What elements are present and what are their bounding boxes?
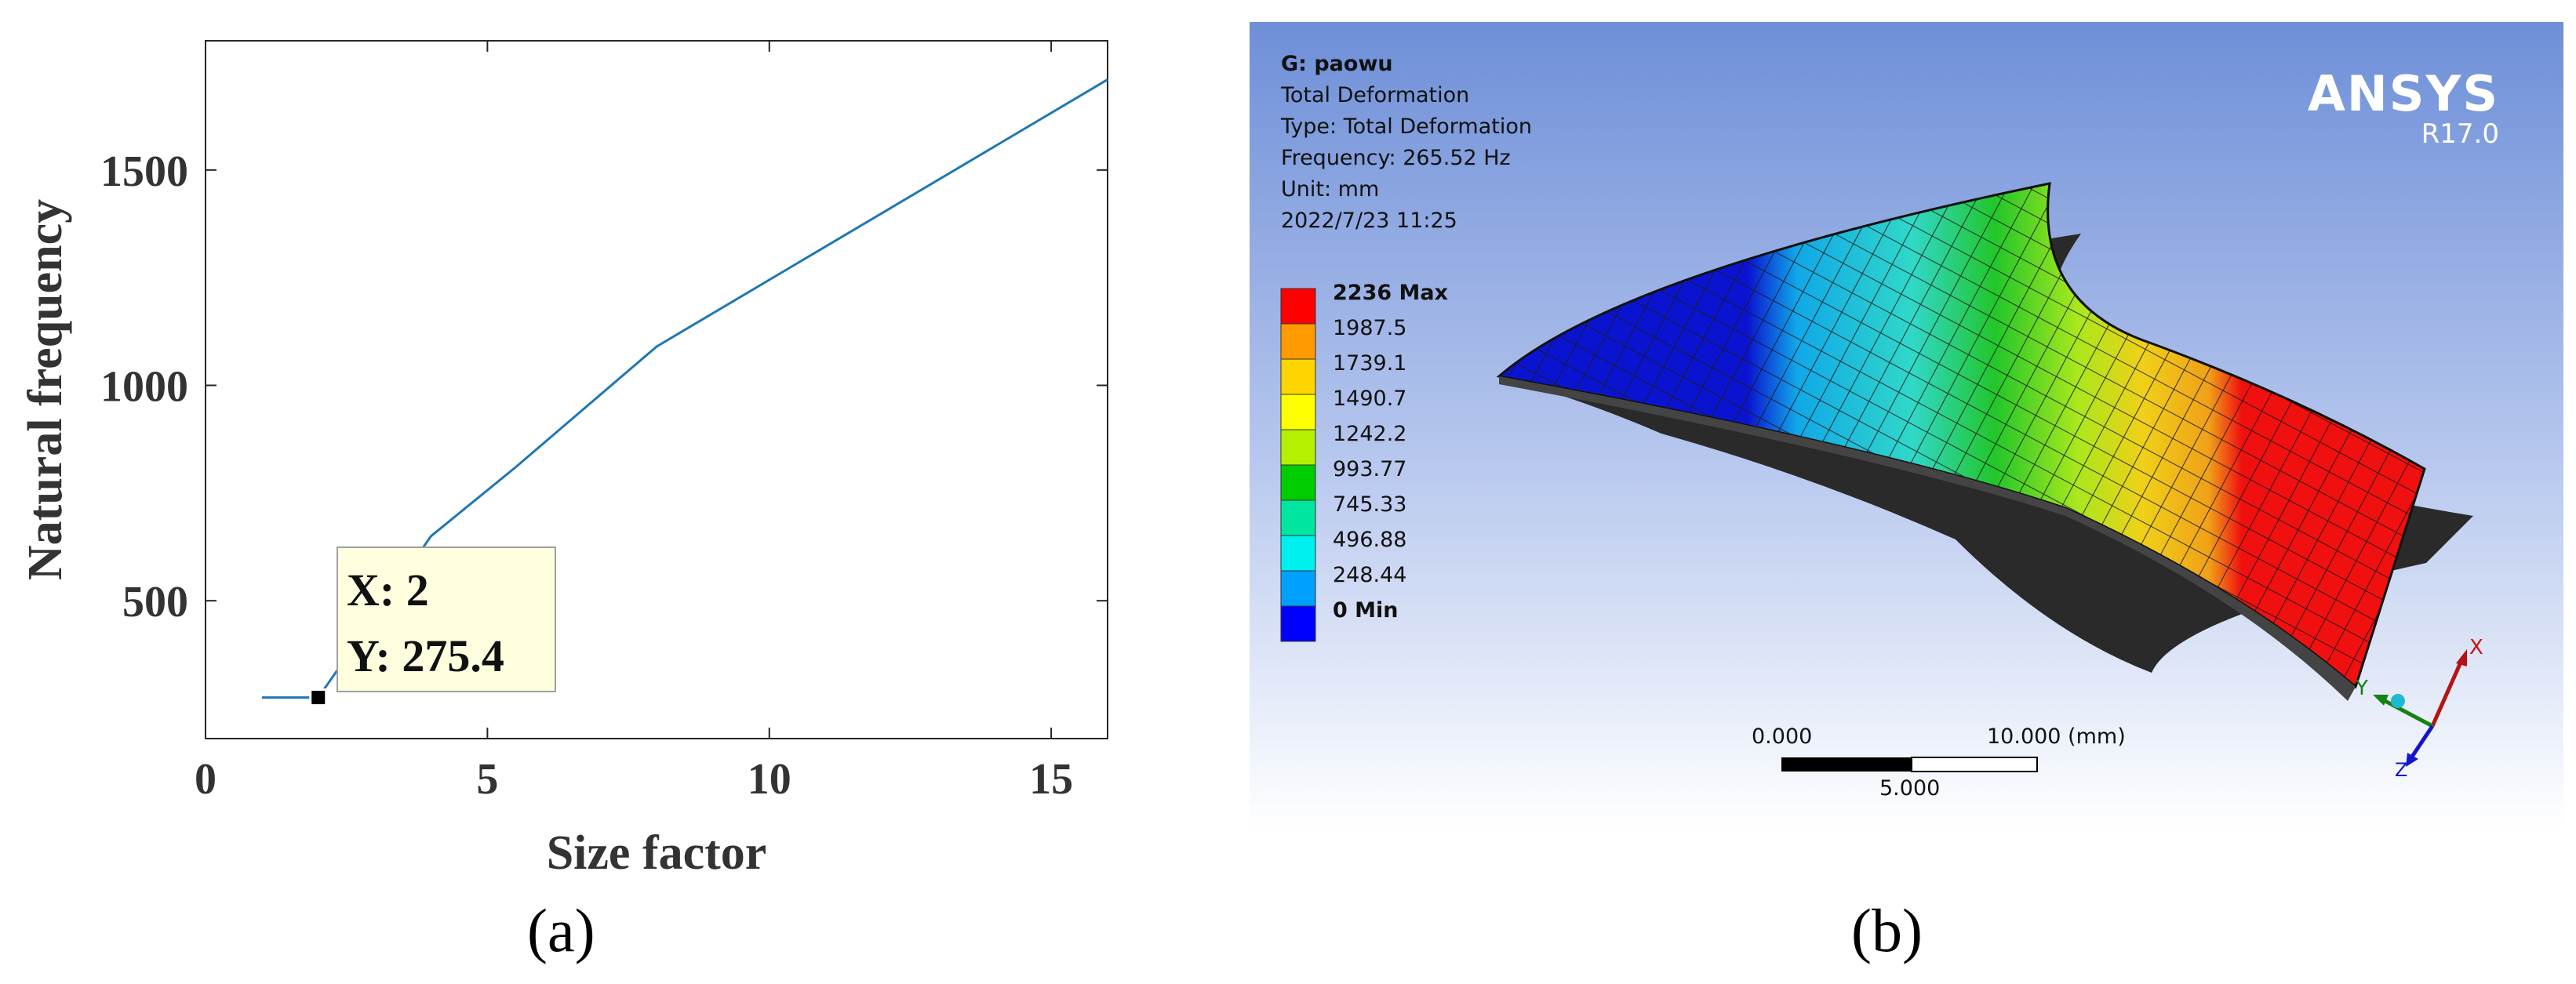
ansys-logo: ANSYS R17.0 [2307,65,2499,150]
legend-label: 1490.7 [1333,387,1407,411]
datatip-marker [309,688,328,707]
datatip-x-text: X: 2 [347,565,429,615]
y-tick-label: 1500 [100,147,188,196]
deformed-beam-mesh [1496,182,2473,701]
x-tick-label: 5 [476,755,498,804]
legend-swatch [1280,535,1316,572]
legend-label: 1739.1 [1333,351,1407,376]
ansys-brand: ANSYS [2307,65,2499,122]
triad-y-label: Y [2355,677,2368,700]
x-tick-label: 0 [195,755,216,804]
ansys-viewport: X Y Z [1250,22,2563,830]
triad-x-label: X [2469,636,2483,659]
x-axis-label: Size factor [547,826,767,880]
legend-label: 1987.5 [1333,316,1407,340]
info-result-type: Type: Total Deformation [1281,114,1532,139]
y-tick-label: 500 [122,578,188,626]
triad-z-label: Z [2395,759,2407,781]
ansys-version: R17.0 [2421,118,2499,150]
scale-left-label: 0.000 [1752,724,1813,749]
legend-swatch [1280,429,1316,466]
scale-right-label: 10.000 (mm) [1987,724,2126,749]
info-result-name: Total Deformation [1281,83,1470,107]
x-tick-label: 15 [1029,755,1073,804]
x-axis-ticks: 0 5 10 15 [195,41,1073,804]
info-timestamp: 2022/7/23 11:25 [1281,209,1457,233]
panel-label-b: (b) [1851,896,1923,964]
ansys-result-panel: X Y Z G: paowu Total Deformation Type: T… [1250,22,2563,830]
legend-label: 993.77 [1333,457,1407,481]
datatip-y-text: Y: 275.4 [347,630,504,681]
info-unit: Unit: mm [1281,177,1380,202]
legend-swatch [1280,570,1316,607]
legend-swatch [1280,323,1316,360]
legend-label: 1242.2 [1333,422,1407,446]
legend-label: 2236 Max [1333,281,1449,305]
legend-swatch [1280,358,1316,395]
datatip-box: X: 2 Y: 275.4 [337,546,556,692]
legend-label: 0 Min [1333,598,1399,623]
coordinate-triad: X Y Z [2355,636,2483,781]
legend-swatch [1280,394,1316,430]
legend-label: 496.88 [1333,528,1407,552]
scale-mid-label: 5.000 [1879,776,1941,801]
natural-frequency-chart: 0 5 10 15 500 1000 1500 X: 2 Y: 275.4 Size fa… [19,40,1108,880]
legend-label: 745.33 [1333,492,1407,517]
info-model-name: G: paowu [1281,52,1393,76]
legend-swatch [1280,464,1316,501]
result-info-block: G: paowu Total Deformation Type: Total D… [1281,49,1532,237]
scale-bar [1781,757,2038,772]
legend-swatch [1280,499,1316,536]
legend-color-bar [1280,288,1316,642]
legend-swatch [1280,288,1316,325]
y-axis-ticks: 500 1000 1500 [100,147,1108,626]
y-axis-label: Natural frequency [19,199,72,580]
legend-swatch [1280,605,1316,642]
panel-label-a: (a) [527,896,595,964]
y-tick-label: 1000 [100,363,188,412]
info-frequency: Frequency: 265.52 Hz [1281,146,1511,170]
series-line [261,78,1108,699]
x-tick-label: 10 [748,755,791,804]
legend-label: 248.44 [1333,563,1407,587]
